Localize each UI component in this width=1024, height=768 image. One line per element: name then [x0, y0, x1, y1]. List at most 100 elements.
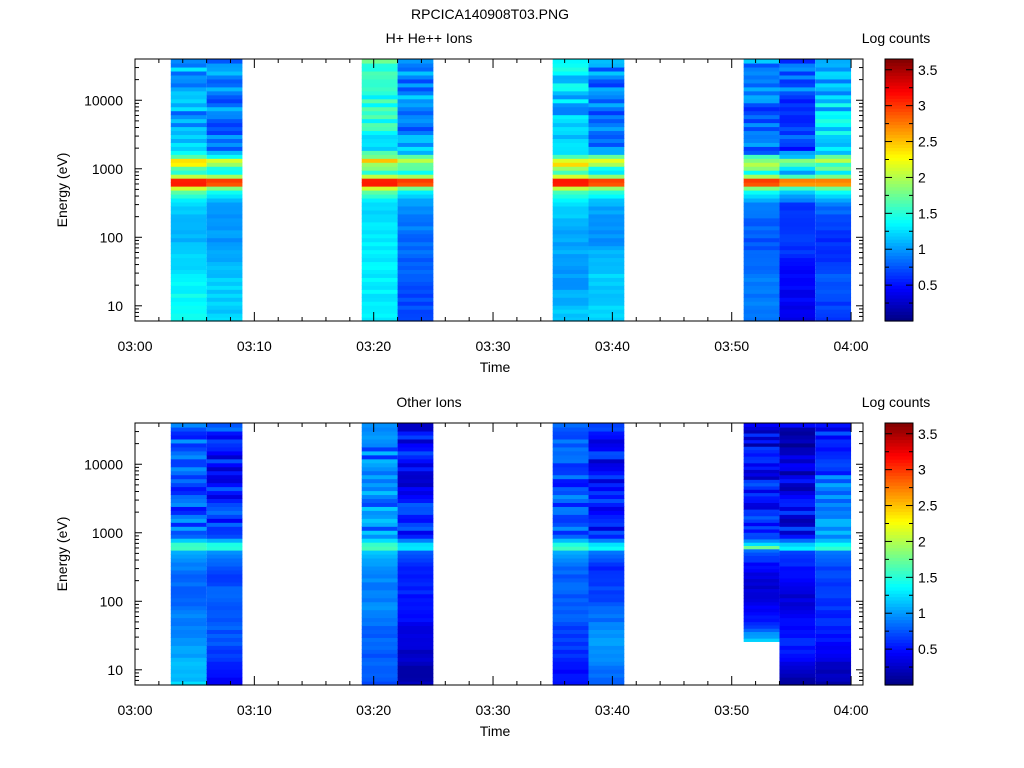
heatmap-cell — [361, 289, 398, 294]
heatmap-cell — [206, 609, 243, 615]
heatmap-cell — [815, 130, 852, 136]
heatmap-cell — [588, 86, 625, 92]
heatmap-cell — [361, 641, 398, 646]
heatmap-cell — [779, 162, 816, 167]
heatmap-cell — [206, 494, 243, 500]
heatmap-cell — [815, 66, 852, 72]
heatmap-cell — [743, 293, 780, 298]
heatmap-cell — [552, 114, 589, 120]
heatmap-cell — [779, 197, 816, 203]
x-tick-label: 03:30 — [476, 702, 511, 718]
heatmap-cell — [552, 162, 589, 167]
heatmap-cell — [397, 130, 434, 136]
heatmap-cell — [206, 641, 243, 646]
heatmap-cell — [361, 518, 398, 523]
heatmap-cell — [815, 154, 852, 159]
heatmap-cell — [815, 649, 852, 654]
heatmap-cell — [552, 534, 589, 539]
heatmap-cell — [206, 577, 243, 583]
heatmap-cell — [743, 466, 780, 470]
colorbar-tick-label: 1 — [918, 241, 926, 257]
colorbar-tick-label: 3.5 — [918, 426, 938, 442]
heatmap-cell — [779, 621, 816, 627]
heatmap-cell — [170, 625, 207, 631]
heatmap-cell — [397, 313, 434, 318]
colorbar-swatch — [885, 560, 913, 565]
heatmap-cell — [206, 186, 243, 191]
heatmap-cell — [588, 130, 625, 136]
heatmap-cell — [588, 118, 625, 124]
heatmap-cell — [588, 577, 625, 583]
heatmap-cell — [170, 649, 207, 654]
heatmap-cell — [779, 146, 816, 151]
heatmap-cell — [397, 597, 434, 603]
heatmap-cell — [361, 70, 398, 76]
colorbar-swatch — [885, 245, 913, 250]
heatmap-cell — [779, 673, 816, 678]
heatmap-cell — [206, 557, 243, 563]
heatmap-cell — [779, 557, 816, 563]
colorbar-label: Log counts — [862, 394, 931, 410]
colorbar-swatch — [885, 144, 913, 149]
heatmap-cell — [397, 150, 434, 155]
heatmap-cell — [397, 438, 434, 444]
heatmap-cell — [206, 138, 243, 143]
heatmap-cell — [206, 629, 243, 634]
heatmap-cell — [206, 498, 243, 503]
colorbar-swatch — [885, 219, 913, 224]
heatmap-cell — [397, 269, 434, 274]
heatmap-cell — [206, 166, 243, 171]
heatmap-cell — [588, 581, 625, 587]
heatmap-cell — [588, 293, 625, 298]
heatmap-cell — [588, 637, 625, 642]
heatmap-cell — [779, 182, 816, 187]
heatmap-cell — [552, 569, 589, 575]
heatmap-cell — [815, 621, 852, 627]
heatmap-cell — [743, 150, 780, 155]
heatmap-cell — [815, 74, 852, 80]
heatmap-cell — [743, 522, 780, 527]
heatmap-cell — [588, 458, 625, 464]
heatmap-cell — [397, 466, 434, 472]
heatmap-cell — [397, 98, 434, 104]
heatmap-cell — [815, 273, 852, 278]
data-column — [170, 423, 207, 686]
heatmap-cell — [815, 281, 852, 286]
heatmap-cell — [170, 74, 207, 80]
heatmap-cell — [552, 82, 589, 88]
x-axis-label: Time — [480, 359, 511, 375]
heatmap-cell — [397, 297, 434, 302]
heatmap-cell — [552, 657, 589, 662]
heatmap-cell — [206, 281, 243, 286]
heatmap-cell — [206, 59, 243, 64]
heatmap-cell — [779, 122, 816, 128]
colorbar-swatch — [885, 459, 913, 463]
heatmap-cell — [170, 510, 207, 515]
heatmap-cell — [170, 249, 207, 255]
heatmap-cell — [779, 265, 816, 270]
heatmap-cell — [588, 166, 625, 171]
heatmap-cell — [815, 530, 852, 535]
heatmap-cell — [815, 454, 852, 460]
heatmap-cell — [206, 522, 243, 527]
heatmap-cell — [361, 146, 398, 151]
panel-title: Other Ions — [396, 394, 461, 410]
colorbar-swatch — [885, 567, 913, 571]
heatmap-cell — [779, 301, 816, 306]
heatmap-cell — [206, 293, 243, 298]
heatmap-cell — [815, 502, 852, 507]
heatmap-cell — [170, 241, 207, 247]
heatmap-cell — [170, 130, 207, 136]
heatmap-cell — [361, 454, 398, 460]
heatmap-cell — [815, 261, 852, 267]
heatmap-cell — [743, 225, 780, 231]
heatmap-cell — [743, 568, 780, 573]
heatmap-cell — [170, 665, 207, 670]
heatmap-cell — [361, 673, 398, 678]
heatmap-cell — [206, 514, 243, 519]
colorbar-tick-label: 2.5 — [918, 134, 938, 150]
heatmap-cell — [743, 581, 780, 586]
heatmap-cell — [397, 530, 434, 535]
heatmap-cell — [552, 277, 589, 282]
heatmap-cell — [397, 522, 434, 527]
